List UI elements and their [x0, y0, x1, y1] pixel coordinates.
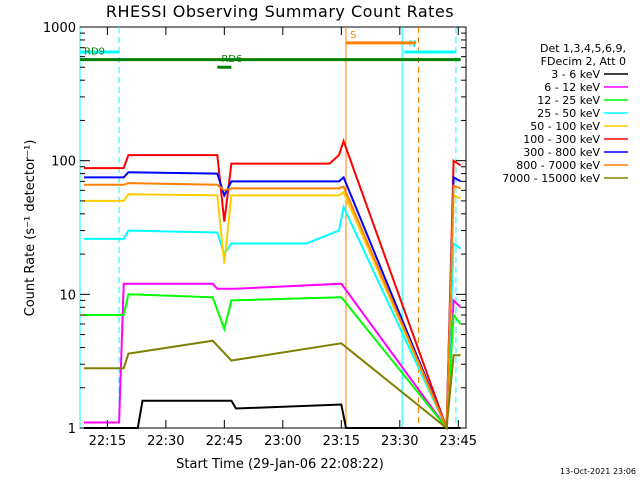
x-tick-label-0: 22:15 — [89, 434, 126, 449]
x-tick-label-6: 23:45 — [440, 434, 477, 449]
y-tick-label-1: 10 — [59, 288, 76, 303]
y-axis: 1 10 100 1000 — [43, 21, 466, 437]
flag-label-n: N — [408, 39, 415, 50]
footer-date: 13-Oct-2021 23:06 — [560, 467, 636, 476]
x-tick-label-3: 23:00 — [264, 434, 301, 449]
y-tick-label-3: 1000 — [43, 21, 76, 36]
legend-entry-4: 50 - 100 keV — [530, 120, 600, 133]
x-tick-label-1: 22:30 — [147, 434, 184, 449]
x-axis-label: Start Time (29-Jan-06 22:08:22) — [176, 457, 384, 472]
flag-label-rd6: RD6 — [221, 54, 242, 65]
legend-header-1: FDecim 2, Att 0 — [541, 55, 626, 68]
legend: Det 1,3,4,5,6,9,FDecim 2, Att 03 - 6 keV… — [502, 42, 628, 185]
legend-entry-5: 100 - 300 keV — [523, 133, 600, 146]
legend-entry-7: 800 - 7000 keV — [516, 159, 600, 172]
x-axis: 22:15 22:30 22:45 23:00 23:15 23:30 23:45 — [89, 27, 477, 449]
x-tick-label-2: 22:45 — [206, 434, 243, 449]
plot-frame — [79, 26, 467, 429]
y-tick-label-0: 1 — [68, 422, 76, 437]
series-line-7 — [84, 182, 461, 429]
legend-entry-1: 6 - 12 keV — [544, 81, 600, 94]
legend-entry-2: 12 - 25 keV — [537, 94, 600, 107]
legend-entry-8: 7000 - 15000 keV — [502, 172, 600, 185]
flag-label-rd9: RD9 — [84, 47, 105, 58]
y-tick-label-2: 100 — [51, 155, 76, 170]
legend-entry-0: 3 - 6 keV — [551, 68, 600, 81]
series-line-2 — [84, 293, 462, 431]
legend-entry-3: 25 - 50 keV — [537, 107, 600, 120]
chart-title: RHESSI Observing Summary Count Rates — [106, 2, 454, 21]
x-tick-label-4: 23:15 — [323, 434, 360, 449]
series-line-0 — [84, 399, 461, 429]
series-line-8 — [84, 339, 461, 430]
legend-header-0: Det 1,3,4,5,6,9, — [540, 42, 626, 55]
plot-area: N S RD9 RD6 — [79, 26, 467, 431]
x-tick-label-5: 23:30 — [381, 434, 418, 449]
legend-entry-6: 300 - 800 keV — [523, 146, 600, 159]
flag-label-s: S — [350, 30, 356, 41]
y-axis-label: Count Rate (s⁻¹ detector⁻¹) — [23, 140, 38, 317]
